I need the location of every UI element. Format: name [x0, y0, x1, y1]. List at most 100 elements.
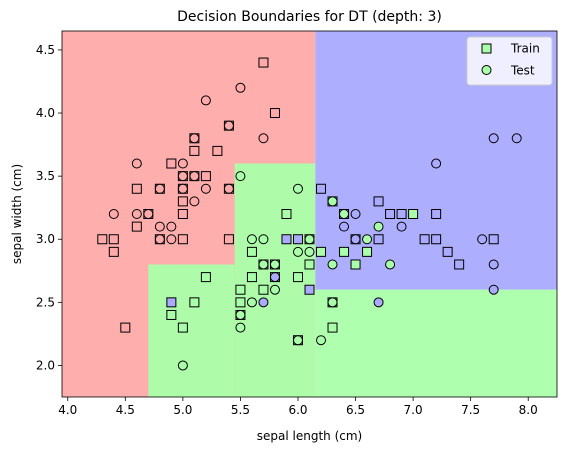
test-point: [235, 322, 246, 333]
train-point: [281, 234, 292, 245]
test-point: [258, 297, 269, 308]
test-point: [235, 309, 246, 320]
test-point: [339, 209, 350, 219]
test-point: [177, 183, 188, 194]
test-point: [189, 196, 200, 207]
region-class-1: [315, 289, 557, 397]
test-point: [200, 183, 211, 194]
train-point: [189, 297, 200, 308]
test-point: [189, 171, 200, 182]
train-point: [292, 234, 303, 245]
test-point: [327, 196, 338, 207]
test-point: [189, 133, 200, 144]
train-point: [235, 284, 246, 295]
test-point: [177, 171, 188, 182]
region-class-1: [148, 264, 235, 397]
train-point: [431, 209, 442, 219]
test-point: [177, 158, 188, 169]
train-point: [488, 234, 499, 245]
test-point: [154, 234, 165, 245]
train-point: [131, 183, 142, 194]
test-point: [350, 234, 361, 245]
test-point: [431, 158, 442, 169]
test-point: [269, 284, 280, 295]
test-point: [177, 360, 188, 371]
train-point: [108, 234, 119, 245]
train-point: [316, 183, 327, 194]
train-point: [200, 272, 211, 283]
x-tick-label: 6.5: [346, 403, 365, 417]
x-tick-label: 4.0: [58, 403, 77, 417]
data-points: [97, 57, 522, 371]
train-point: [419, 234, 430, 245]
test-point: [488, 259, 499, 270]
train-point: [362, 246, 373, 257]
test-point: [246, 234, 257, 245]
train-point: [189, 145, 200, 156]
test-point: [477, 234, 488, 245]
test-point: [316, 335, 327, 346]
legend-test-marker: [481, 65, 492, 75]
test-point: [396, 221, 407, 232]
y-axis-ticks: 2.0 2.5 3.0 3.5 4.0 4.5: [36, 43, 62, 372]
test-point: [269, 259, 280, 270]
test-point: [488, 284, 499, 295]
y-axis-label: sepal width (cm): [10, 164, 24, 264]
test-point: [258, 133, 269, 144]
train-point: [442, 246, 453, 257]
test-point: [166, 234, 177, 245]
train-point: [316, 246, 327, 257]
test-point: [131, 209, 142, 219]
test-point: [269, 272, 280, 283]
train-point: [396, 209, 407, 219]
test-point: [235, 82, 246, 93]
train-point: [166, 297, 177, 308]
test-point: [223, 120, 234, 131]
train-point: [281, 209, 292, 219]
train-point: [258, 57, 269, 68]
train-point: [235, 297, 246, 308]
y-tick-label: 3.5: [36, 169, 55, 183]
x-tick-label: 5.0: [173, 403, 192, 417]
train-point: [304, 284, 315, 295]
test-point: [304, 246, 315, 257]
test-point: [488, 133, 499, 144]
test-point: [223, 183, 234, 194]
train-point: [269, 108, 280, 119]
legend-train-marker: [481, 43, 492, 54]
test-point: [246, 297, 257, 308]
test-point: [154, 221, 165, 232]
test-point: [131, 158, 142, 169]
y-tick-label: 2.5: [36, 295, 55, 309]
train-point: [339, 246, 350, 257]
train-point: [327, 322, 338, 333]
x-axis-label: sepal length (cm): [257, 429, 362, 443]
train-point: [97, 234, 108, 245]
test-point: [258, 234, 269, 245]
legend-train-label: Train: [510, 42, 540, 56]
test-point: [292, 246, 303, 257]
train-point: [166, 309, 177, 320]
train-point: [350, 259, 361, 270]
legend-test-label: Test: [510, 64, 535, 78]
train-point: [177, 322, 188, 333]
chart-title: Decision Boundaries for DT (depth: 3): [177, 9, 442, 25]
train-point: [212, 145, 223, 156]
train-point: [131, 221, 142, 232]
y-tick-label: 4.0: [36, 106, 55, 120]
train-point: [373, 234, 384, 245]
test-point: [327, 259, 338, 270]
test-point: [292, 183, 303, 194]
test-point: [143, 209, 154, 219]
train-point: [200, 171, 211, 182]
y-tick-label: 4.5: [36, 43, 55, 57]
test-point: [362, 234, 373, 245]
train-point: [246, 246, 257, 257]
train-point: [454, 259, 465, 270]
plot-frame: [61, 30, 558, 398]
train-point: [120, 322, 131, 333]
train-point: [304, 259, 315, 270]
train-point: [246, 272, 257, 283]
x-tick-label: 4.5: [116, 403, 135, 417]
